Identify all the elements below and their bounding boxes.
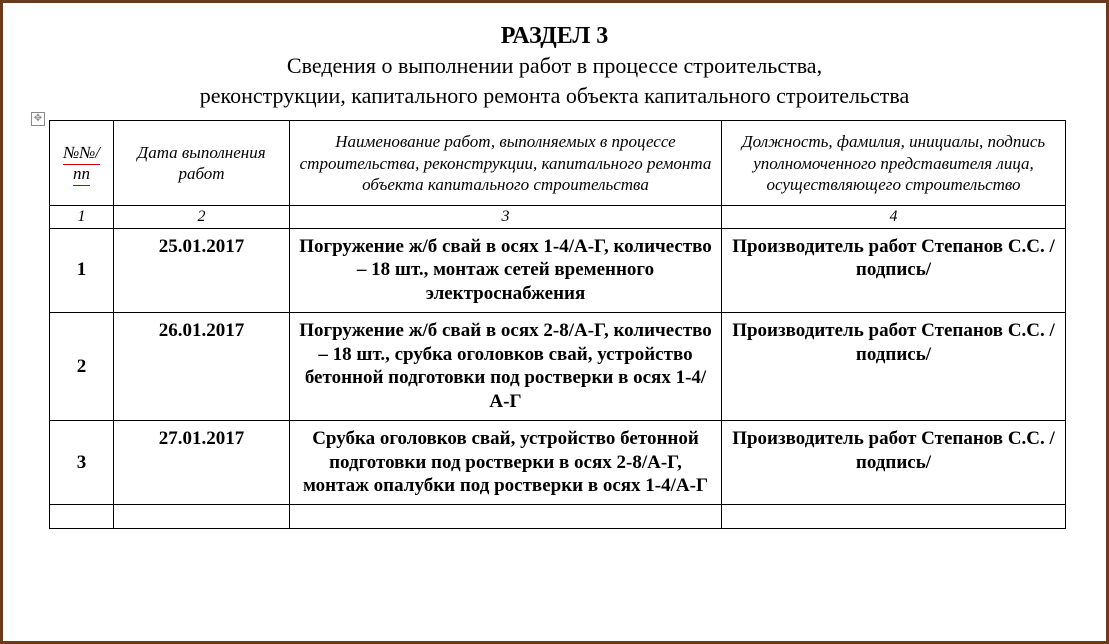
numrow-2: 2: [114, 206, 290, 229]
works-table: №№/пп Дата выполнения работ Наименование…: [49, 120, 1066, 529]
cell-works: Погружение ж/б свай в осях 1-4/А-Г, коли…: [290, 228, 722, 312]
header-col-signer-label: Должность, фамилия, инициалы, подпись уп…: [730, 131, 1057, 195]
table-header-row: №№/пп Дата выполнения работ Наименование…: [50, 121, 1066, 206]
empty-cell: [722, 505, 1066, 529]
cell-num: 1: [50, 228, 114, 312]
header-col-works: Наименование работ, выполняемых в процес…: [290, 121, 722, 206]
cell-date: 27.01.2017: [114, 420, 290, 504]
cell-works: Погружение ж/б свай в осях 2-8/А-Г, коли…: [290, 312, 722, 420]
table-row: 2 26.01.2017 Погружение ж/б свай в осях …: [50, 312, 1066, 420]
numrow-3: 3: [290, 206, 722, 229]
empty-cell: [290, 505, 722, 529]
numrow-1: 1: [50, 206, 114, 229]
table-row: 3 27.01.2017 Срубка оголовков свай, устр…: [50, 420, 1066, 504]
subtitle-line-1: Сведения о выполнении работ в процессе с…: [61, 51, 1048, 81]
header-col-num-label: №№/пп: [63, 143, 100, 186]
table-move-handle-icon[interactable]: ✥: [31, 112, 45, 126]
document-frame: РАЗДЕЛ 3 Сведения о выполнении работ в п…: [0, 0, 1109, 644]
numrow-4: 4: [722, 206, 1066, 229]
empty-cell: [50, 505, 114, 529]
cell-num: 2: [50, 312, 114, 420]
subtitle-line-2: реконструкции, капитального ремонта объе…: [61, 81, 1048, 111]
cell-signer: Производитель работ Степанов С.С. /подпи…: [722, 228, 1066, 312]
document-heading: РАЗДЕЛ 3 Сведения о выполнении работ в п…: [31, 21, 1078, 120]
header-col-works-label: Наименование работ, выполняемых в процес…: [298, 131, 713, 195]
empty-cell: [114, 505, 290, 529]
cell-signer: Производитель работ Степанов С.С. /подпи…: [722, 420, 1066, 504]
header-col-date: Дата выполнения работ: [114, 121, 290, 206]
cell-num: 3: [50, 420, 114, 504]
cell-signer: Производитель работ Степанов С.С. /подпи…: [722, 312, 1066, 420]
header-col-date-label: Дата выполнения работ: [122, 142, 281, 185]
table-row: 1 25.01.2017 Погружение ж/б свай в осях …: [50, 228, 1066, 312]
cell-date: 25.01.2017: [114, 228, 290, 312]
cell-works: Срубка оголовков свай, устройство бетонн…: [290, 420, 722, 504]
header-col-signer: Должность, фамилия, инициалы, подпись уп…: [722, 121, 1066, 206]
section-label: РАЗДЕЛ 3: [61, 21, 1048, 51]
table-anchor: ✥ №№/пп Дата выполнения работ Наименован…: [49, 120, 1078, 529]
table-number-row: 1 2 3 4: [50, 206, 1066, 229]
header-col-num: №№/пп: [50, 121, 114, 206]
table-empty-row: [50, 505, 1066, 529]
cell-date: 26.01.2017: [114, 312, 290, 420]
